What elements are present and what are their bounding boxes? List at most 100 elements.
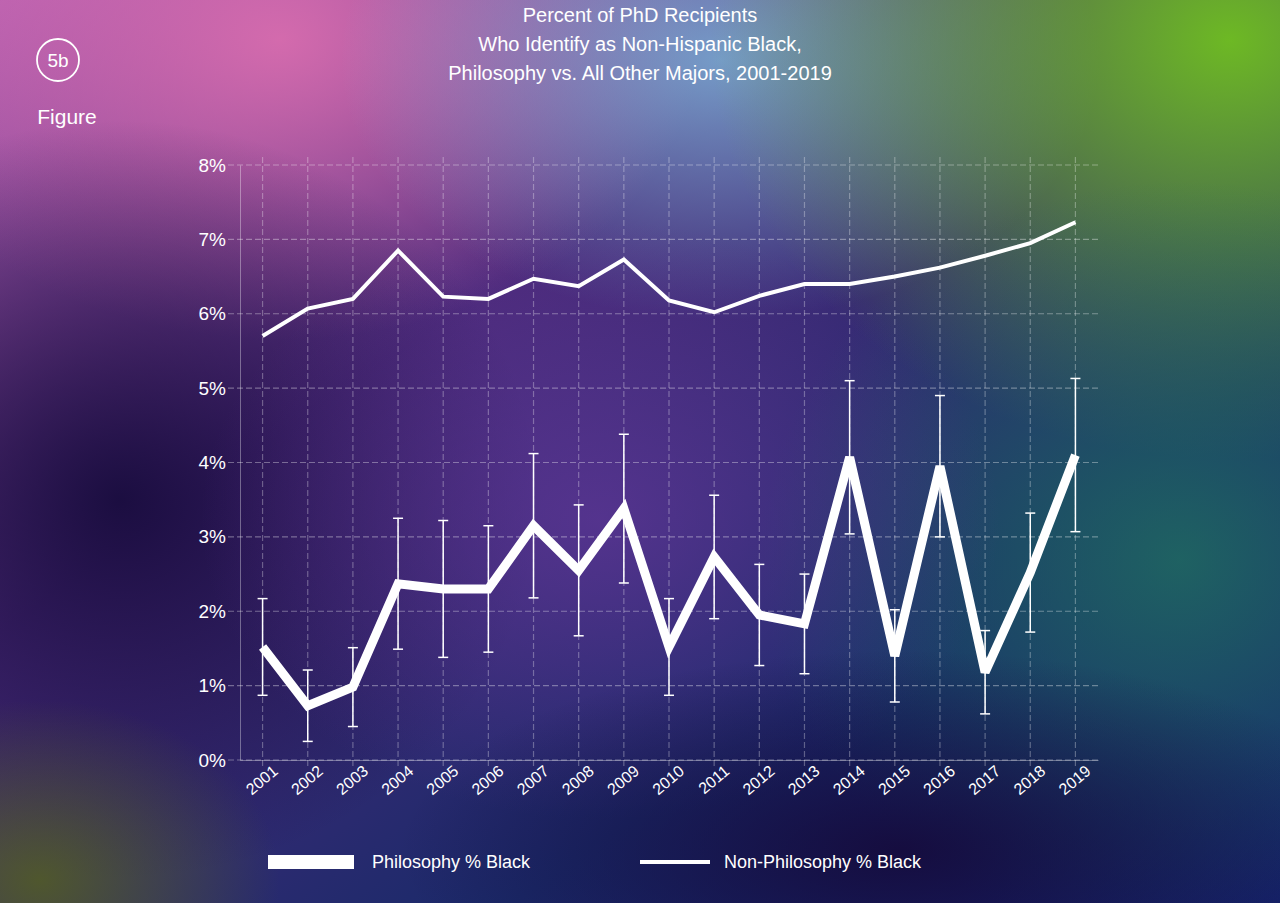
x-tick-label: 2002	[288, 762, 326, 798]
x-tick: 2007	[514, 760, 552, 798]
chart: 0%1%2%3%4%5%6%7%8%2001200220032004200520…	[0, 0, 1280, 903]
series-line	[263, 222, 1076, 336]
badge-number: 5b	[47, 50, 68, 71]
error-bar-cap	[529, 453, 539, 455]
grid-line-x	[759, 157, 760, 768]
title: Percent of PhD RecipientsWho Identify as…	[448, 4, 832, 84]
error-bar-cap	[709, 618, 719, 620]
grid-line-x	[894, 157, 895, 768]
grid-line-x	[939, 157, 940, 768]
grid-line-y	[228, 313, 1098, 314]
error-bar-cap	[483, 525, 493, 527]
x-tick-label: 2003	[333, 762, 371, 798]
y-tick: 1%	[199, 675, 240, 696]
x-tick: 2014	[830, 760, 868, 798]
y-tick-label: 0%	[199, 750, 227, 771]
x-tick-label: 2014	[830, 762, 868, 798]
error-bar-cap	[574, 635, 584, 637]
badge-circle	[37, 39, 79, 81]
error-bar-cap	[980, 713, 990, 715]
error-bar-cap	[258, 695, 268, 697]
grid-line-x	[488, 157, 489, 768]
series-line	[263, 455, 1076, 706]
y-tick: 7%	[199, 229, 240, 250]
legend-label: Philosophy % Black	[372, 852, 531, 872]
x-tick-label: 2016	[920, 762, 958, 798]
x-tick: 2010	[649, 760, 687, 798]
x-tick-label: 2015	[875, 762, 913, 798]
error-bar-cap	[890, 701, 900, 703]
grid-line-x	[1030, 157, 1031, 768]
grid-line-x	[307, 157, 308, 768]
x-tick-label: 2006	[469, 762, 507, 798]
error-bar-cap	[845, 380, 855, 382]
x-tick: 2003	[333, 760, 371, 798]
error-bar-cap	[799, 573, 809, 575]
y-tick-label: 2%	[199, 601, 227, 622]
x-tick-label: 2018	[1010, 762, 1048, 798]
error-bar-cap	[258, 598, 268, 600]
x-tick: 2005	[423, 760, 461, 798]
error-bar-cap	[1025, 631, 1035, 633]
legend: Philosophy % Black Non-Philosophy % Black	[268, 852, 922, 872]
x-tick-label: 2011	[695, 762, 732, 797]
grid	[228, 157, 1098, 768]
background-glow	[0, 700, 280, 903]
error-bar-cap	[529, 597, 539, 599]
error-bar-cap	[303, 669, 313, 671]
y-tick: 6%	[199, 303, 240, 324]
error-bar-cap	[393, 648, 403, 650]
x-tick-label: 2007	[514, 762, 552, 798]
x-tick-label: 2008	[559, 762, 597, 798]
error-bar-cap	[935, 536, 945, 538]
x-tick: 2009	[604, 760, 642, 798]
y-tick-label: 3%	[199, 526, 227, 547]
error-bar-cap	[845, 533, 855, 535]
x-tick: 2015	[875, 760, 913, 798]
grid-line-y	[228, 164, 1098, 165]
x-tick: 2002	[288, 760, 326, 798]
error-bar-cap	[754, 564, 764, 566]
x-tick-label: 2005	[423, 762, 461, 798]
x-tick: 2011	[695, 760, 732, 797]
x-tick-label: 2019	[1056, 762, 1094, 798]
legend-label: Non-Philosophy % Black	[724, 852, 922, 872]
y-tick: 8%	[199, 155, 240, 176]
error-bar-cap	[483, 651, 493, 653]
plot-area	[258, 222, 1081, 741]
error-bar-cap	[574, 504, 584, 506]
x-tick-label: 2009	[604, 762, 642, 798]
error-bar-cap	[664, 598, 674, 600]
y-tick-label: 1%	[199, 675, 227, 696]
error-bar-cap	[393, 518, 403, 520]
grid-line-x	[804, 157, 805, 768]
badge-label: Figure	[37, 105, 97, 128]
y-axis-line	[240, 166, 241, 761]
y-tick: 2%	[199, 601, 240, 622]
grid-line-x	[262, 157, 263, 768]
y-tick-label: 6%	[199, 303, 227, 324]
error-bar-cap	[1070, 378, 1080, 380]
x-tick: 2013	[785, 760, 823, 798]
grid-line-x	[623, 157, 624, 768]
error-bar-cap	[799, 673, 809, 675]
x-tick-label: 2004	[378, 762, 416, 798]
legend-swatch	[640, 860, 710, 864]
grid-line-y	[228, 759, 1098, 760]
error-bar-cap	[980, 630, 990, 632]
x-tick-label: 2012	[739, 762, 777, 798]
x-tick: 2017	[965, 760, 1003, 798]
error-bars	[258, 378, 1081, 741]
x-tick: 2004	[378, 760, 416, 798]
y-tick: 5%	[199, 378, 240, 399]
grid-line-y	[228, 239, 1098, 240]
background	[0, 0, 1280, 903]
error-bar-cap	[348, 647, 358, 649]
grid-line-x	[985, 157, 986, 768]
error-bar-cap	[709, 494, 719, 496]
y-tick: 3%	[199, 526, 240, 547]
grid-line-x	[578, 157, 579, 768]
grid-line-x	[533, 157, 534, 768]
y-tick-label: 5%	[199, 378, 227, 399]
grid-line-y	[228, 536, 1098, 537]
